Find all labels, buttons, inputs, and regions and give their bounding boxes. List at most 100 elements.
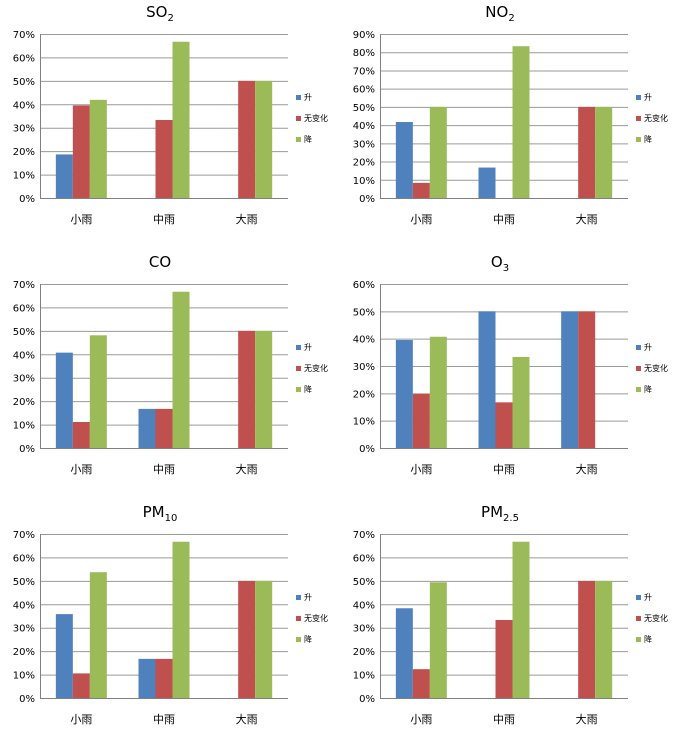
chart-title-main: PM	[481, 503, 503, 521]
bar	[512, 46, 530, 198]
y-tick-label: 70%	[13, 30, 35, 41]
y-tick-label: 50%	[13, 77, 35, 88]
bar	[595, 580, 613, 698]
legend-swatch	[296, 116, 301, 121]
chart-title-subscript: 10	[165, 513, 178, 524]
x-tick-label: 大雨	[236, 462, 258, 476]
chart-title-subscript: 2.5	[503, 513, 519, 524]
y-tick-label: 40%	[13, 350, 35, 361]
chart-title: CO	[149, 253, 171, 271]
chart-title: NO2	[485, 3, 514, 24]
bar	[255, 330, 273, 448]
bar	[578, 106, 596, 198]
bar	[578, 311, 596, 448]
legend-swatch	[636, 595, 641, 600]
y-tick-label: 40%	[13, 100, 35, 111]
x-tick-label: 小雨	[410, 713, 432, 726]
chart-title-main: O	[491, 253, 503, 271]
y-tick-label: 50%	[13, 327, 35, 338]
y-tick-label: 20%	[13, 397, 35, 408]
y-tick-label: 10%	[13, 671, 35, 682]
y-tick-label: 0%	[359, 444, 375, 455]
y-tick-label: 60%	[13, 53, 35, 64]
bar	[89, 335, 107, 448]
y-tick-label: 0%	[359, 694, 375, 705]
bar	[72, 673, 90, 698]
bar	[89, 99, 107, 198]
legend-swatch	[636, 387, 641, 392]
y-tick-label: 70%	[13, 530, 35, 541]
x-tick-label: 小雨	[70, 213, 92, 226]
bar	[55, 154, 73, 198]
y-tick-label: 70%	[353, 530, 375, 541]
y-tick-label: 40%	[353, 121, 375, 132]
legend-swatch	[296, 637, 301, 642]
x-tick-label: 小雨	[70, 463, 92, 476]
legend-label: 降	[644, 634, 652, 644]
chart-title: PM2.5	[481, 503, 519, 524]
y-tick-label: 20%	[353, 647, 375, 658]
legend-swatch	[636, 137, 641, 142]
bar	[155, 658, 173, 698]
bar	[155, 119, 173, 198]
y-tick-label: 80%	[353, 48, 375, 59]
x-tick-label: 大雨	[236, 212, 258, 226]
chart-panel-pm25: PM2.5 0% 10% 20% 30% 40% 50% 60% 70% 小雨 中雨 大雨 升无变化降	[340, 500, 679, 747]
bar	[512, 541, 530, 698]
y-tick-label: 30%	[13, 124, 35, 135]
y-tick-label: 20%	[353, 158, 375, 169]
legend-label: 无变化	[304, 363, 328, 373]
bar	[412, 182, 430, 198]
legend-swatch	[636, 345, 641, 350]
y-tick-label: 60%	[13, 553, 35, 564]
legend-label: 无变化	[304, 613, 328, 623]
x-tick-label: 中雨	[493, 463, 515, 476]
bar	[138, 658, 156, 698]
y-tick-label: 40%	[13, 600, 35, 611]
chart-panel-pm10: PM10 0% 10% 20% 30% 40% 50% 60% 70% 小雨 中雨 大雨 升无变化降	[0, 500, 339, 747]
bar	[495, 402, 513, 448]
legend-swatch	[636, 637, 641, 642]
legend-label: 降	[644, 134, 652, 144]
chart-title: PM10	[143, 503, 178, 524]
y-tick-label: 0%	[19, 694, 35, 705]
y-tick-label: 90%	[353, 30, 375, 41]
bar	[55, 614, 73, 698]
y-tick-label: 40%	[353, 335, 375, 346]
x-tick-label: 中雨	[153, 463, 175, 476]
bar	[429, 106, 447, 198]
y-tick-label: 0%	[19, 444, 35, 455]
y-tick-label: 0%	[359, 194, 375, 205]
y-tick-label: 60%	[353, 280, 375, 291]
legend-swatch	[296, 387, 301, 392]
bar	[255, 80, 273, 198]
bar	[238, 80, 256, 198]
y-tick-label: 50%	[353, 103, 375, 114]
y-tick-label: 20%	[13, 147, 35, 158]
bar	[478, 167, 496, 198]
x-tick-label: 中雨	[493, 713, 515, 726]
chart-title-main: CO	[149, 253, 171, 271]
y-tick-label: 40%	[353, 600, 375, 611]
y-tick-label: 30%	[13, 624, 35, 635]
legend-swatch	[636, 616, 641, 621]
legend-label: 升	[304, 343, 312, 352]
y-tick-label: 70%	[353, 66, 375, 77]
legend-label: 升	[304, 593, 312, 602]
x-tick-label: 大雨	[576, 212, 598, 226]
bar	[72, 421, 90, 448]
chart-title: O3	[491, 253, 509, 274]
bar	[578, 580, 596, 698]
y-tick-label: 10%	[353, 417, 375, 428]
x-tick-label: 中雨	[153, 213, 175, 226]
y-tick-label: 10%	[353, 176, 375, 187]
x-tick-label: 大雨	[576, 712, 598, 726]
bar	[395, 608, 413, 698]
x-tick-label: 大雨	[576, 462, 598, 476]
bar	[395, 340, 413, 448]
y-tick-label: 50%	[13, 577, 35, 588]
